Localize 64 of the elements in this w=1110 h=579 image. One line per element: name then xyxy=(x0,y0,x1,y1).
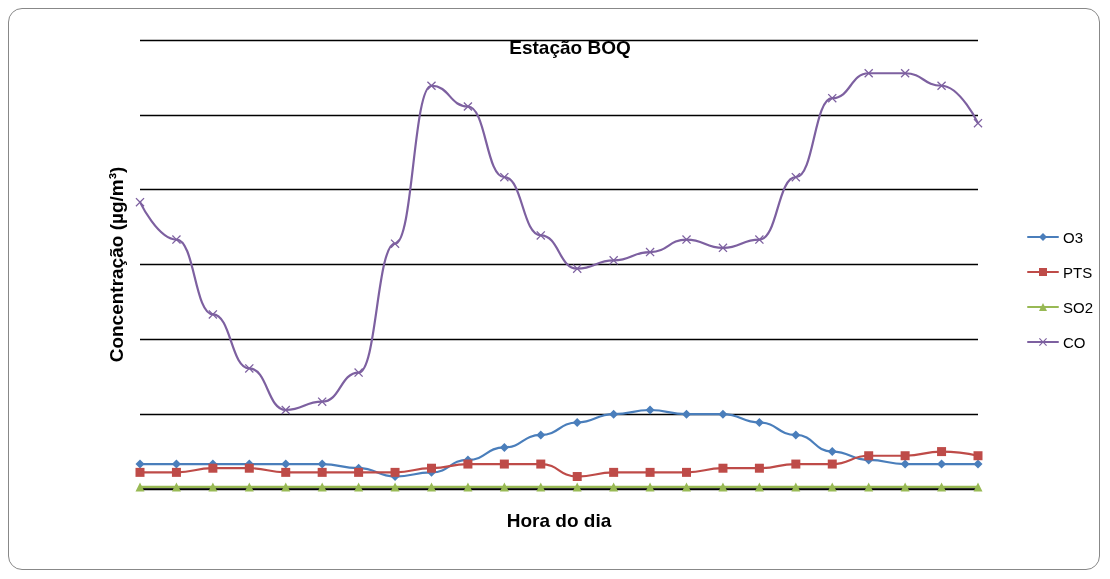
point xyxy=(682,482,692,492)
point xyxy=(645,467,655,477)
point xyxy=(937,81,947,91)
point xyxy=(572,417,582,427)
point xyxy=(754,463,764,473)
point xyxy=(499,172,509,182)
point xyxy=(463,102,473,112)
point xyxy=(208,309,218,319)
point xyxy=(499,442,509,452)
point xyxy=(426,81,436,91)
point xyxy=(135,197,145,207)
y-axis-title: Concentração (µg/m³) xyxy=(106,166,127,363)
x-axis-title: Hora do dia xyxy=(506,510,612,531)
legend-label: CO xyxy=(1062,333,1086,351)
point xyxy=(426,482,436,492)
point xyxy=(390,467,400,477)
point xyxy=(900,68,910,78)
point xyxy=(973,482,983,492)
point xyxy=(208,463,218,473)
point xyxy=(827,459,837,469)
point xyxy=(536,230,546,240)
point xyxy=(791,430,801,440)
point xyxy=(754,417,764,427)
point xyxy=(973,118,983,128)
point xyxy=(281,467,291,477)
point xyxy=(135,467,145,477)
point xyxy=(317,397,327,407)
point xyxy=(572,472,582,482)
point xyxy=(609,467,619,477)
point xyxy=(390,239,400,249)
point xyxy=(317,459,327,469)
point xyxy=(536,430,546,440)
point xyxy=(135,482,145,492)
point xyxy=(572,264,582,274)
point xyxy=(973,459,983,469)
legend-label: SO2 xyxy=(1062,298,1093,316)
point xyxy=(718,409,728,419)
point xyxy=(900,459,910,469)
point xyxy=(135,459,145,469)
point xyxy=(609,409,619,419)
point xyxy=(718,482,728,492)
point xyxy=(281,405,291,415)
point xyxy=(317,467,327,477)
point xyxy=(244,363,254,373)
point xyxy=(973,451,983,461)
point xyxy=(645,405,655,415)
point xyxy=(900,451,910,461)
chart-title: Estação BOQ xyxy=(509,37,631,58)
point xyxy=(244,463,254,473)
point xyxy=(864,451,874,461)
point xyxy=(536,459,546,469)
point xyxy=(718,463,728,473)
point xyxy=(682,467,692,477)
point xyxy=(791,459,801,469)
point xyxy=(390,482,400,492)
point xyxy=(171,467,181,477)
point xyxy=(937,447,947,457)
point xyxy=(827,447,837,457)
legend-label: O3 xyxy=(1062,228,1083,246)
point xyxy=(499,459,509,469)
legend-label: PTS xyxy=(1062,263,1093,281)
point xyxy=(463,459,473,469)
point xyxy=(426,463,436,473)
point xyxy=(354,467,364,477)
